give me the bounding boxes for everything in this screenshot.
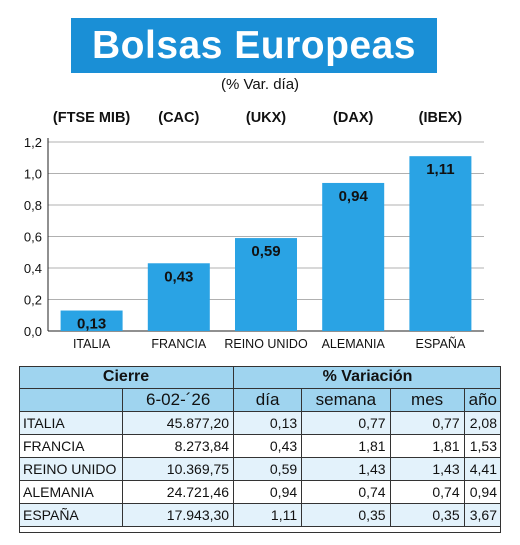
table-subheader-row: 6-02-´26 día semana mes año [19, 388, 501, 412]
x-tick-label: FRANCIA [151, 337, 207, 351]
subheader-ano: año [464, 388, 501, 412]
table-row: ALEMANIA 24.721,46 0,94 0,74 0,74 0,94 [19, 480, 501, 504]
index-label: (IBEX) [419, 110, 463, 126]
table-row: ITALIA 45.877,20 0,13 0,77 0,77 2,08 [19, 411, 501, 435]
header-variacion: % Variación [233, 366, 501, 389]
row-mes: 1,43 [390, 457, 465, 481]
row-dia: 0,43 [233, 434, 303, 458]
row-semana: 1,81 [301, 434, 391, 458]
data-label: 0,94 [339, 188, 369, 205]
bar [60, 310, 123, 331]
table-header-row: Cierre % Variación [19, 366, 501, 389]
data-label: 0,13 [77, 316, 106, 333]
row-cierre: 24.721,46 [122, 480, 235, 504]
subheader-dia: día [233, 388, 303, 412]
data-label: 1,11 [426, 161, 454, 178]
y-tick-label: 0,8 [24, 198, 42, 213]
chart-subtitle: (% Var. día) [220, 76, 300, 93]
row-dia: 0,59 [233, 457, 303, 481]
y-tick-label: 0,6 [24, 230, 42, 245]
x-tick-label: ALEMANIA [322, 337, 386, 351]
row-name: ALEMANIA [19, 480, 124, 504]
table-row: ESPAÑA 17.943,30 1,11 0,35 0,35 3,67 [19, 503, 501, 527]
row-cierre: 10.369,75 [122, 457, 235, 481]
row-dia: 1,11 [233, 503, 303, 527]
row-semana: 1,43 [301, 457, 391, 481]
subheader-date: 6-02-´26 [122, 388, 235, 412]
title-banner: Bolsas Europeas [71, 18, 437, 73]
y-tick-label: 1,2 [24, 135, 42, 150]
row-cierre: 17.943,30 [122, 503, 235, 527]
index-label: (FTSE MIB) [53, 110, 130, 126]
row-ano: 2,08 [464, 411, 501, 435]
x-tick-label: REINO UNIDO [224, 337, 308, 351]
row-mes: 0,74 [390, 480, 465, 504]
table-row: REINO UNIDO 10.369,75 0,59 1,43 1,43 4,4… [19, 457, 501, 481]
bar [322, 182, 385, 331]
subheader-mes: mes [390, 388, 465, 412]
bar [147, 263, 210, 331]
index-label: (DAX) [333, 110, 373, 126]
index-label: (CAC) [158, 110, 199, 126]
y-tick-label: 0,0 [24, 324, 42, 339]
row-ano: 3,67 [464, 503, 501, 527]
row-semana: 0,74 [301, 480, 391, 504]
y-tick-label: 0,2 [24, 293, 42, 308]
subheader-semana: semana [301, 388, 391, 412]
row-dia: 0,13 [233, 411, 303, 435]
subheader-blank [19, 388, 124, 412]
row-ano: 0,94 [464, 480, 501, 504]
row-name: ITALIA [19, 411, 124, 435]
row-semana: 0,77 [301, 411, 391, 435]
row-name: FRANCIA [19, 434, 124, 458]
row-name: ESPAÑA [19, 503, 124, 527]
row-mes: 0,77 [390, 411, 465, 435]
y-tick-label: 0,4 [24, 261, 42, 276]
x-tick-label: ITALIA [73, 337, 111, 351]
row-dia: 0,94 [233, 480, 303, 504]
header-cierre: Cierre [19, 366, 235, 389]
row-mes: 1,81 [390, 434, 465, 458]
page-title: Bolsas Europeas [92, 23, 416, 67]
bar [235, 238, 297, 331]
bar [409, 156, 472, 331]
row-semana: 0,35 [301, 503, 391, 527]
y-tick-label: 1,0 [24, 167, 42, 182]
quotes-table: Cierre % Variación 6-02-´26 día semana m… [19, 366, 501, 527]
row-ano: 4,41 [464, 457, 501, 481]
bar-chart: 0,0 0,2 0,4 0,6 0,8 1,0 1,2 0,13 ITALIA (FTSE MIB… [24, 110, 484, 351]
table-row: FRANCIA 8.273,84 0,43 1,81 1,81 1,53 [19, 434, 501, 458]
row-mes: 0,35 [390, 503, 465, 527]
row-cierre: 45.877,20 [122, 411, 235, 435]
row-name: REINO UNIDO [19, 457, 124, 481]
index-label: (UKX) [246, 110, 286, 126]
row-ano: 1,53 [464, 434, 501, 458]
row-cierre: 8.273,84 [122, 434, 235, 458]
data-label: 0,43 [164, 268, 193, 285]
data-label: 0,59 [251, 243, 280, 260]
x-tick-label: ESPAÑA [416, 337, 466, 351]
